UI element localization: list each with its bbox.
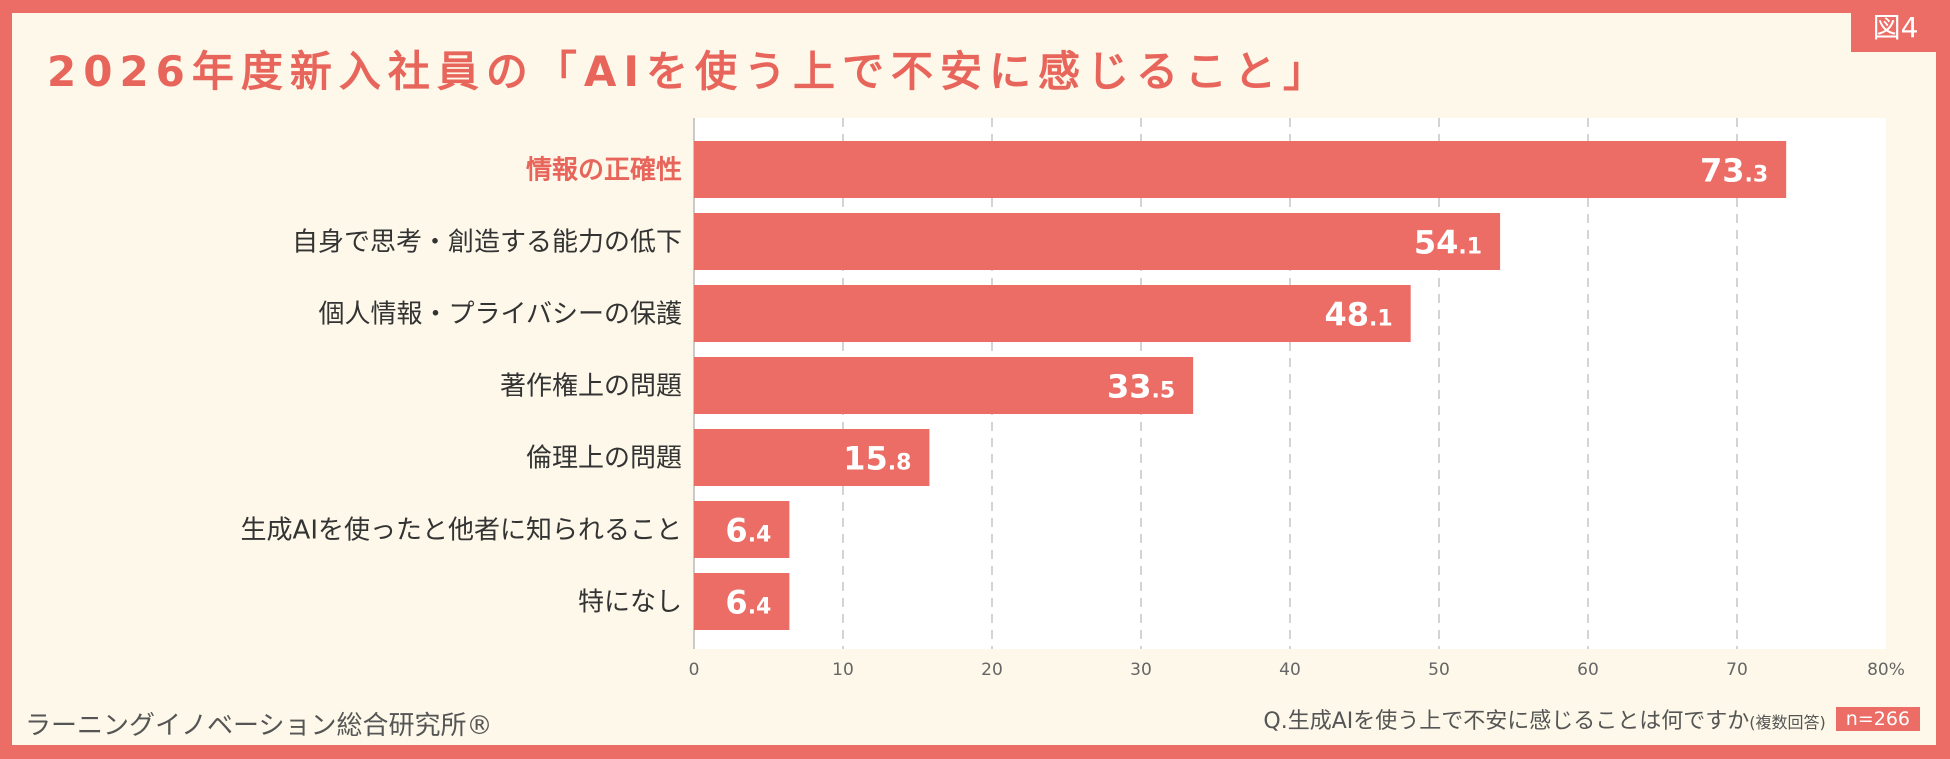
x-tick-label: 80% — [1867, 660, 1905, 680]
bar — [694, 501, 790, 558]
value-label: 6.4 — [725, 584, 771, 622]
value-label: 33.5 — [1107, 368, 1175, 406]
sample-size-badge: n=266 — [1835, 707, 1920, 731]
question-note: (複数回答) — [1749, 713, 1826, 732]
x-tick-label: 70 — [1726, 660, 1748, 680]
x-tick-label: 20 — [981, 660, 1003, 680]
x-tick-label: 0 — [689, 660, 700, 680]
x-tick-label: 60 — [1577, 660, 1599, 680]
bar — [694, 213, 1501, 270]
x-tick-label: 30 — [1130, 660, 1152, 680]
category-label: 情報の正確性 — [526, 155, 682, 186]
bar — [694, 573, 790, 630]
value-label: 73.3 — [1700, 152, 1768, 190]
category-label: 著作権上の問題 — [500, 372, 682, 402]
chart-title: 2026年度新入社員の「AIを使う上で不安に感じること」 — [47, 47, 1333, 96]
question-text: Q.生成AIを使う上で不安に感じることは何ですか — [1263, 709, 1750, 734]
category-label: 生成AIを使ったと他者に知られること — [241, 516, 682, 546]
bar — [694, 285, 1411, 342]
bar — [694, 429, 930, 486]
organization-name: ラーニングイノベーション総合研究所® — [25, 711, 493, 741]
x-tick-label: 10 — [832, 660, 854, 680]
figure-label: 図4 — [1851, 0, 1940, 52]
category-label: 倫理上の問題 — [526, 444, 682, 474]
x-tick-label: 40 — [1279, 660, 1301, 680]
footer-question: Q.生成AIを使う上で不安に感じることは何ですか(複数回答) n=266 — [1263, 703, 1920, 735]
category-label: 特になし — [578, 588, 682, 618]
bar — [694, 357, 1194, 414]
value-label: 15.8 — [843, 440, 911, 478]
category-label: 自身で思考・創造する能力の低下 — [292, 228, 682, 258]
value-label: 48.1 — [1324, 296, 1392, 334]
category-label: 個人情報・プライバシーの保護 — [319, 300, 682, 330]
value-label: 54.1 — [1414, 224, 1482, 262]
x-tick-label: 50 — [1428, 660, 1450, 680]
bar — [694, 141, 1787, 198]
value-label: 6.4 — [725, 512, 771, 550]
